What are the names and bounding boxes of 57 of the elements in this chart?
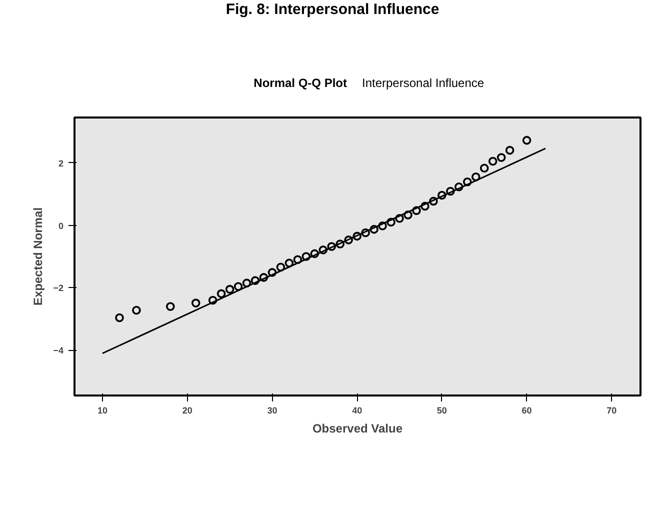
point [488,156,498,166]
point [284,258,294,268]
point [268,268,277,277]
x-tick-label: 50 [436,406,447,416]
point [420,202,430,211]
point [412,206,421,215]
point [310,249,320,258]
x-tick-label: 20 [182,406,192,416]
point [234,282,243,291]
point [378,221,387,230]
x-tick-label: 30 [267,406,278,416]
chart-subtitle: Interpersonal Influence [362,75,484,92]
point [496,153,506,162]
y-axis-title: Expected Normal [31,207,46,306]
point [462,177,472,186]
chart-title: Normal Q-Q Plot [254,75,347,92]
point [404,210,412,220]
y-tick-label: −4 [53,346,64,356]
point [505,146,514,155]
point [216,289,226,298]
point [370,224,378,234]
x-tick-label: 60 [522,406,532,416]
point [115,313,124,322]
point [395,214,404,223]
point [318,246,328,254]
point [166,302,175,311]
y-tick-label: 0 [58,220,64,231]
point [386,218,396,227]
point [352,232,362,241]
point [471,172,480,182]
point [302,252,311,261]
point [259,273,268,282]
point [429,196,438,206]
point [344,236,353,244]
point [327,242,336,251]
point [438,190,446,200]
x-axis-title: Observed Value [312,422,403,436]
point [250,276,260,285]
x-tick-label: 70 [606,406,617,416]
point [242,278,252,288]
point [276,262,286,272]
point [454,182,464,192]
point [361,228,370,238]
point [446,186,455,196]
x-tick-label: 10 [98,406,108,416]
point [225,284,234,294]
x-tick-label: 40 [352,406,362,416]
caption: Fig. 8: Interpersonal Influence [226,0,440,20]
point [293,255,302,264]
y-tick-label: 2 [58,158,64,168]
point [208,296,218,305]
y-tick-label: −2 [53,283,64,294]
point [191,298,200,308]
point [336,240,345,248]
point [132,306,141,315]
point [522,136,532,145]
point [480,164,489,172]
